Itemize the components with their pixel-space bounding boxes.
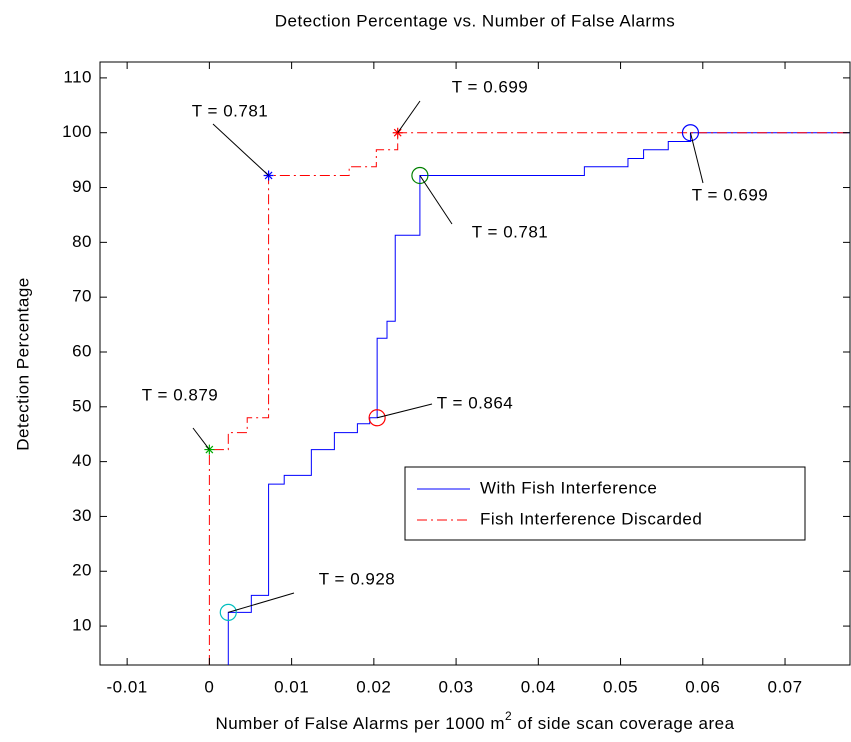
x-tick-label: 0 xyxy=(204,677,214,696)
annotation: T = 0.879 xyxy=(142,385,219,404)
leader-line xyxy=(419,175,453,225)
y-tick-label: 10 xyxy=(72,616,92,635)
y-tick-label: 20 xyxy=(72,561,92,580)
chart-title: Detection Percentage vs. Number of False… xyxy=(275,11,676,30)
y-tick-label: 100 xyxy=(62,122,92,141)
annotation: T = 0.699 xyxy=(692,185,769,204)
leader-line xyxy=(228,592,295,613)
annotation: T = 0.928 xyxy=(319,569,396,588)
annotation: T = 0.781 xyxy=(472,222,549,241)
leader-line xyxy=(212,123,269,176)
annotation: T = 0.699 xyxy=(452,77,529,96)
legend-box xyxy=(404,466,806,541)
circle-marker xyxy=(411,166,429,185)
star-marker xyxy=(204,444,215,455)
x-tick-label: 0.04 xyxy=(521,677,556,696)
leader-line xyxy=(377,403,433,419)
leader-line xyxy=(397,100,421,134)
circle-marker xyxy=(368,409,386,427)
legend-label: Fish Interference Discarded xyxy=(480,509,702,528)
circle-marker xyxy=(219,603,237,621)
y-axis-label: Detection Percentage xyxy=(13,277,32,451)
annotation: T = 0.864 xyxy=(437,393,514,412)
x-tick-label: 0.02 xyxy=(356,677,391,696)
y-tick-label: 70 xyxy=(72,287,92,306)
y-tick-label: 30 xyxy=(72,506,92,525)
y-tick-label: 40 xyxy=(72,451,92,470)
x-tick-label: 0.07 xyxy=(767,677,802,696)
x-tick-label: -0.01 xyxy=(107,677,148,696)
x-tick-label: 0.01 xyxy=(274,677,309,696)
x-tick-label: 0.05 xyxy=(603,677,638,696)
legend-label: With Fish Interference xyxy=(480,478,657,497)
plot-frame xyxy=(99,61,851,666)
star-marker xyxy=(263,170,274,181)
leader-line xyxy=(192,427,210,450)
x-tick-label: 0.06 xyxy=(685,677,720,696)
series-line xyxy=(227,132,850,665)
y-tick-label: 110 xyxy=(63,67,92,86)
x-label-part: Number of False Alarms per 1000 m xyxy=(215,714,505,733)
y-tick-label: 80 xyxy=(72,232,92,251)
y-tick-label: 50 xyxy=(72,396,92,415)
plot-clip-group xyxy=(208,132,850,665)
series-line xyxy=(208,132,850,665)
leader-line xyxy=(689,132,704,184)
x-tick-label: 0.03 xyxy=(439,677,474,696)
x-label-part: of side scan coverage area xyxy=(512,714,734,733)
x-axis-label: Number of False Alarms per 1000 m2 of si… xyxy=(215,709,734,733)
circle-marker xyxy=(681,124,700,142)
y-tick-label: 90 xyxy=(72,177,92,196)
x-label-superscript: 2 xyxy=(505,709,512,723)
y-tick-label: 60 xyxy=(72,341,92,360)
annotation: T = 0.781 xyxy=(192,101,269,120)
